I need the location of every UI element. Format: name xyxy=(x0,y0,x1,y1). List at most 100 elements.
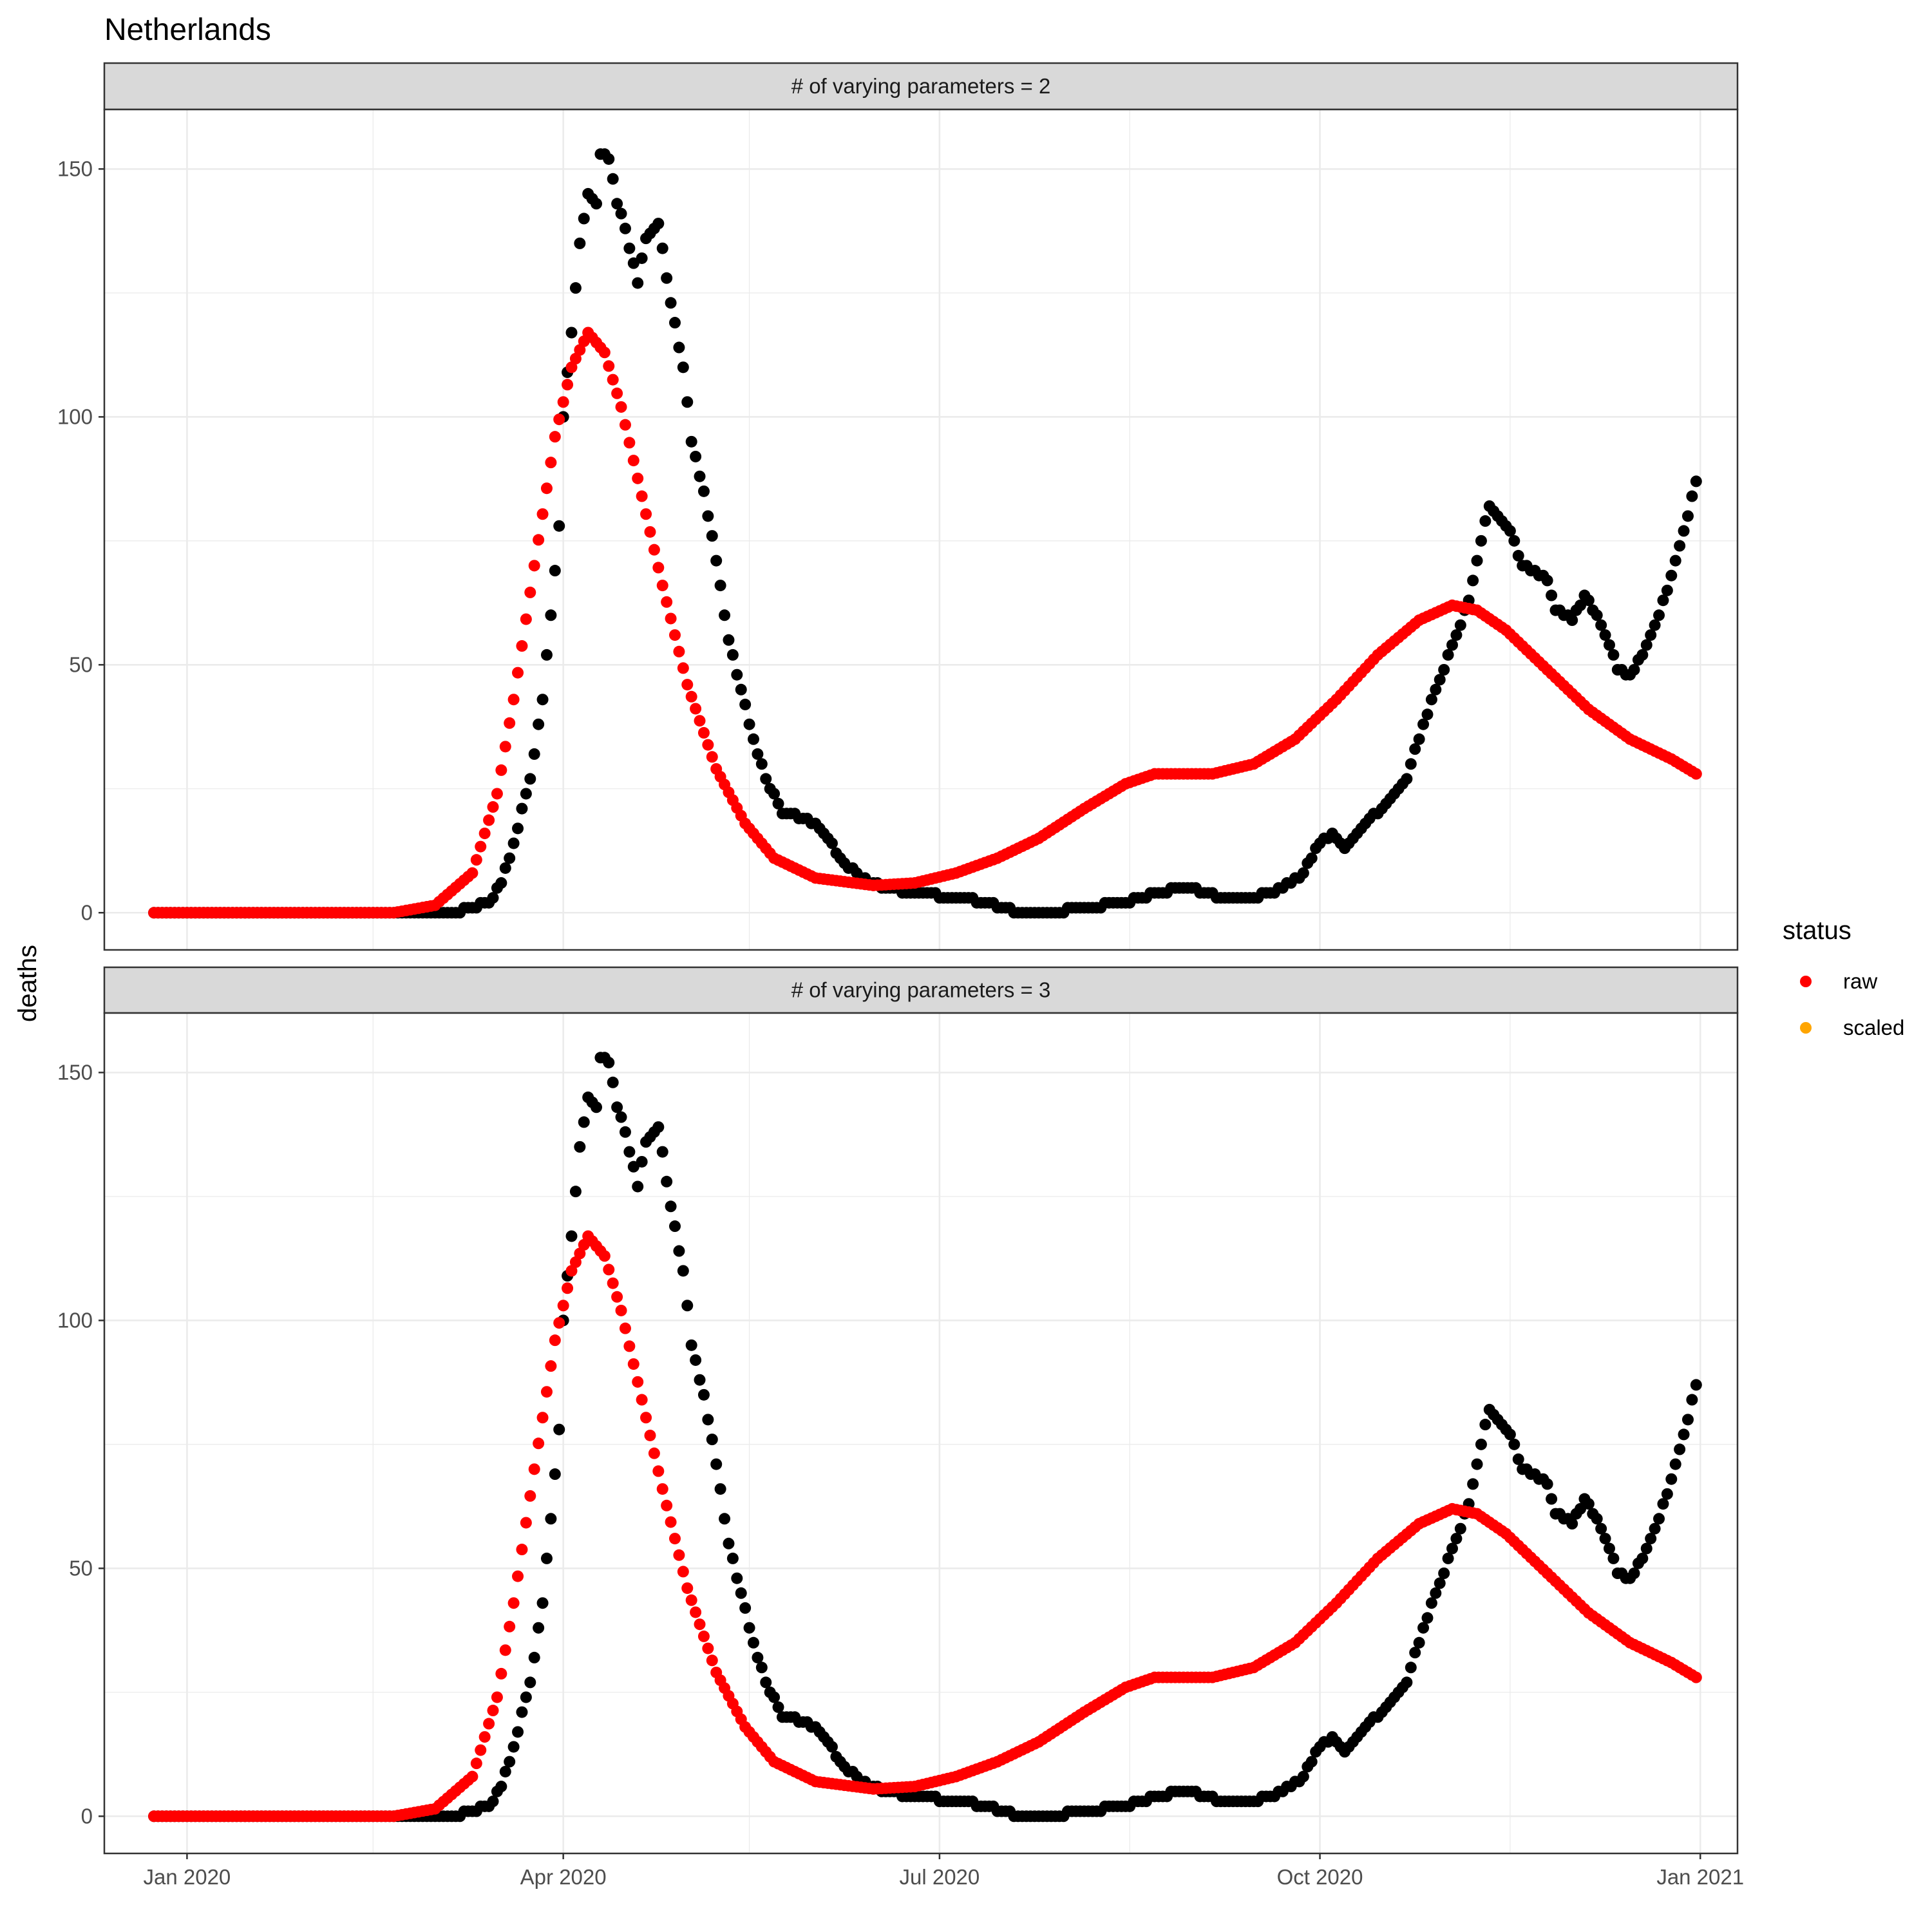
observed-point xyxy=(607,173,619,185)
raw-point xyxy=(507,1597,520,1609)
observed-point xyxy=(520,788,532,800)
y-tick-label: 100 xyxy=(57,404,93,428)
observed-point xyxy=(673,341,685,354)
observed-point xyxy=(1508,535,1520,547)
observed-point xyxy=(507,1741,520,1753)
raw-point xyxy=(652,1465,665,1477)
observed-point xyxy=(719,609,731,621)
observed-point xyxy=(690,450,702,462)
raw-point xyxy=(636,490,648,502)
observed-point xyxy=(726,649,739,661)
observed-point xyxy=(694,1374,706,1386)
observed-point xyxy=(739,698,752,710)
observed-point xyxy=(826,837,838,849)
observed-point xyxy=(1305,852,1318,864)
y-tick-label: 50 xyxy=(69,652,93,676)
y-tick-label: 0 xyxy=(81,900,93,924)
observed-point xyxy=(549,1468,561,1481)
observed-point xyxy=(1678,1428,1690,1441)
observed-point xyxy=(747,1636,759,1649)
observed-point xyxy=(690,1354,702,1366)
observed-point xyxy=(1686,1394,1698,1406)
raw-point xyxy=(545,457,557,469)
observed-point xyxy=(536,1597,549,1609)
facet-panel-2: # of varying parameters = 3 0 50 100 150 Jan … xyxy=(57,966,1744,1889)
observed-point xyxy=(1471,1458,1483,1470)
raw-point xyxy=(623,437,636,449)
raw-point xyxy=(697,726,710,739)
raw-point xyxy=(516,640,528,652)
raw-point xyxy=(656,1483,668,1495)
observed-point xyxy=(1640,639,1653,651)
observed-point xyxy=(1645,1533,1657,1545)
raw-point xyxy=(627,455,639,467)
raw-point xyxy=(694,1618,706,1631)
observed-point xyxy=(1566,1518,1578,1530)
raw-point xyxy=(491,788,503,800)
observed-point xyxy=(768,788,781,800)
observed-point xyxy=(632,277,644,289)
observed-point xyxy=(611,1101,623,1113)
observed-point xyxy=(1297,1770,1309,1783)
observed-point xyxy=(569,1186,582,1198)
observed-point xyxy=(632,1180,644,1193)
raw-point xyxy=(681,679,694,691)
observed-point xyxy=(504,852,516,864)
raw-point xyxy=(685,690,697,703)
observed-point xyxy=(495,1781,507,1793)
raw-point xyxy=(562,379,574,391)
raw-point xyxy=(466,867,478,879)
observed-point xyxy=(735,1587,747,1599)
observed-point xyxy=(1446,639,1459,651)
raw-point xyxy=(661,1499,673,1511)
observed-point xyxy=(565,327,578,339)
raw-point xyxy=(524,1490,536,1502)
observed-point xyxy=(1645,629,1657,641)
observed-point xyxy=(747,733,759,745)
raw-point xyxy=(702,1642,714,1654)
observed-point xyxy=(591,1101,603,1113)
raw-point xyxy=(487,801,499,813)
panel-border xyxy=(103,1012,1739,1855)
raw-point xyxy=(619,419,631,431)
observed-point xyxy=(710,554,723,567)
observed-point xyxy=(636,1155,648,1168)
raw-point xyxy=(677,1566,689,1578)
raw-point xyxy=(565,361,578,374)
observed-point xyxy=(1599,1533,1611,1545)
raw-point xyxy=(507,694,520,706)
observed-point xyxy=(702,1414,714,1426)
observed-point xyxy=(723,1537,735,1549)
observed-point xyxy=(735,683,747,696)
observed-point xyxy=(1413,1636,1425,1649)
observed-point xyxy=(1504,1428,1516,1441)
observed-point xyxy=(1636,649,1649,661)
observed-point xyxy=(697,485,710,497)
observed-point xyxy=(681,1300,694,1312)
chart-title: Netherlands xyxy=(104,13,271,47)
raw-point xyxy=(499,741,511,753)
raw-point xyxy=(1690,1671,1702,1683)
facet-panel-1: # of varying parameters = 2 0 50 100 150 xyxy=(57,62,1739,951)
observed-point xyxy=(1582,594,1595,607)
observed-point xyxy=(685,435,697,448)
observed-point xyxy=(1508,1438,1520,1450)
x-tick-label: Jan 2020 xyxy=(144,1865,231,1889)
raw-point xyxy=(648,544,660,556)
raw-point xyxy=(470,854,482,866)
raw-point xyxy=(536,1412,549,1424)
raw-point xyxy=(520,1517,532,1529)
raw-point xyxy=(673,1549,685,1561)
observed-point xyxy=(1649,619,1661,631)
observed-point xyxy=(1678,525,1690,537)
raw-point xyxy=(574,1247,586,1260)
observed-point xyxy=(1475,1438,1487,1450)
y-tick-label: 150 xyxy=(57,156,93,180)
facet-strip xyxy=(103,966,1739,1014)
observed-point xyxy=(1607,1552,1620,1564)
raw-point xyxy=(706,1654,718,1667)
observed-point xyxy=(697,1388,710,1401)
observed-point xyxy=(487,892,499,904)
observed-point xyxy=(1442,649,1454,661)
panel-border xyxy=(103,108,1739,951)
